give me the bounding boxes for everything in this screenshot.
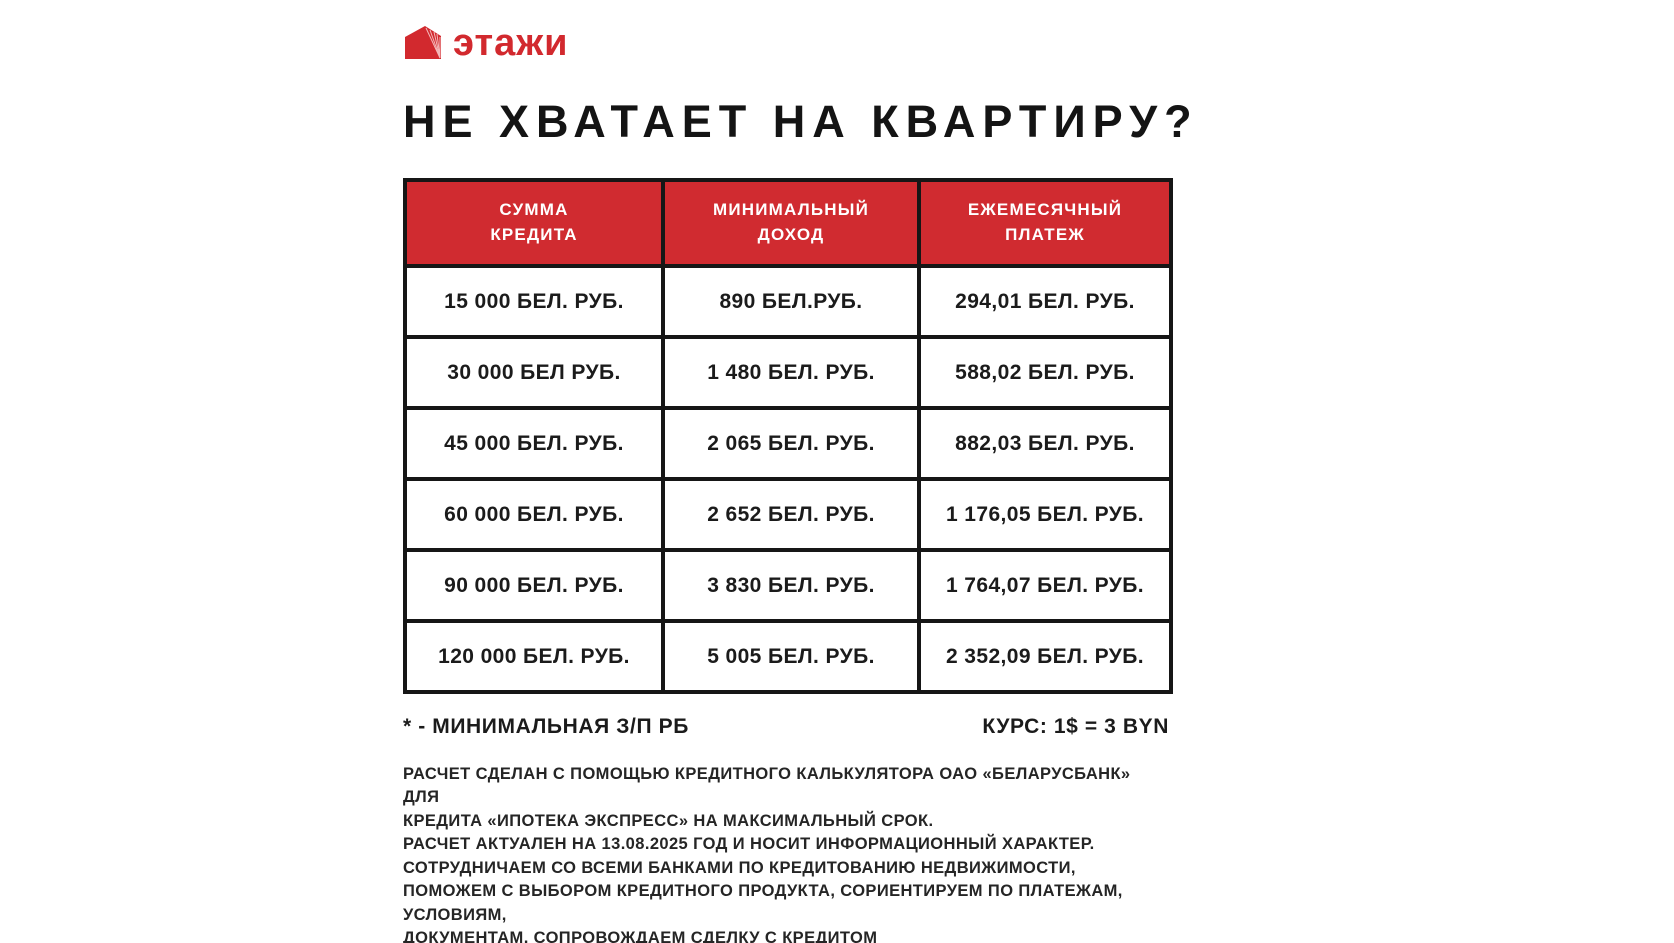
column-header-monthly-payment: ЕЖЕМЕСЯЧНЫЙ ПЛАТЕЖ (917, 178, 1173, 268)
credit-table: СУММА КРЕДИТА МИНИМАЛЬНЫЙ ДОХОД ЕЖЕМЕСЯЧ… (403, 178, 1173, 694)
credit-table-header: СУММА КРЕДИТА МИНИМАЛЬНЫЙ ДОХОД ЕЖЕМЕСЯЧ… (403, 178, 1173, 268)
footnote-min-salary: * - МИНИМАЛЬНАЯ З/П РБ (403, 715, 689, 738)
cell-credit: 120 000 БЕЛ. РУБ. (403, 619, 665, 694)
header-row: СУММА КРЕДИТА МИНИМАЛЬНЫЙ ДОХОД ЕЖЕМЕСЯЧ… (403, 178, 1173, 268)
cell-income: 2 652 БЕЛ. РУБ. (661, 477, 921, 552)
cell-payment: 294,01 БЕЛ. РУБ. (917, 264, 1173, 339)
table-row: 60 000 БЕЛ. РУБ. 2 652 БЕЛ. РУБ. 1 176,0… (403, 477, 1173, 552)
cell-credit: 60 000 БЕЛ. РУБ. (403, 477, 665, 552)
cell-payment: 1 764,07 БЕЛ. РУБ. (917, 548, 1173, 623)
disclaimer-line: РАСЧЕТ СДЕЛАН С ПОМОЩЬЮ КРЕДИТНОГО КАЛЬК… (403, 765, 1131, 807)
logo-text: этажи (453, 22, 569, 64)
table-row: 15 000 БЕЛ. РУБ. 890 БЕЛ.РУБ. 294,01 БЕЛ… (403, 264, 1173, 339)
page-title: НЕ ХВАТАЕТ НА КВАРТИРУ? (403, 96, 1199, 147)
header-line: ДОХОД (757, 225, 825, 244)
header-line: ЕЖЕМЕСЯЧНЫЙ (967, 200, 1123, 220)
header-line: СУММА (499, 200, 569, 220)
cell-income: 2 065 БЕЛ. РУБ. (661, 406, 921, 481)
column-header-credit-sum: СУММА КРЕДИТА (403, 178, 665, 268)
footnotes-row: * - МИНИМАЛЬНАЯ З/П РБ КУРС: 1$ = 3 BYN (403, 715, 1169, 739)
cell-payment: 882,03 БЕЛ. РУБ. (917, 406, 1173, 481)
content-column: этажи НЕ ХВАТАЕТ НА КВАРТИРУ? СУММА КРЕД… (403, 22, 1199, 943)
cell-income: 3 830 БЕЛ. РУБ. (661, 548, 921, 623)
cell-income: 5 005 БЕЛ. РУБ. (661, 619, 921, 694)
disclaimer-line: УСЛОВИЯМ, (403, 905, 507, 924)
cell-payment: 2 352,09 БЕЛ. РУБ. (917, 619, 1173, 694)
cell-income: 890 БЕЛ.РУБ. (661, 264, 921, 339)
table-row: 30 000 БЕЛ РУБ. 1 480 БЕЛ. РУБ. 588,02 Б… (403, 335, 1173, 410)
disclaimer-line: ПОМОЖЕМ С ВЫБОРОМ КРЕДИТНОГО ПРОДУКТА, С… (403, 882, 1123, 901)
header-line: ПЛАТЕЖ (1005, 225, 1085, 244)
disclaimer-line: КРЕДИТА «ИПОТЕКА ЭКСПРЕСС» НА МАКСИМАЛЬН… (403, 811, 934, 830)
credit-table-body: 15 000 БЕЛ. РУБ. 890 БЕЛ.РУБ. 294,01 БЕЛ… (403, 264, 1173, 694)
header-line: МИНИМАЛЬНЫЙ (712, 200, 869, 220)
disclaimer-line: РАСЧЕТ АКТУАЛЕН НА 13.08.2025 ГОД И НОСИ… (403, 835, 1095, 854)
cell-credit: 45 000 БЕЛ. РУБ. (403, 406, 665, 481)
disclaimer: РАСЧЕТ СДЕЛАН С ПОМОЩЬЮ КРЕДИТНОГО КАЛЬК… (403, 763, 1169, 943)
column-header-min-income: МИНИМАЛЬНЫЙ ДОХОД (661, 178, 921, 268)
table-row: 45 000 БЕЛ. РУБ. 2 065 БЕЛ. РУБ. 882,03 … (403, 406, 1173, 481)
cell-credit: 15 000 БЕЛ. РУБ. (403, 264, 665, 339)
exchange-rate-note: КУРС: 1$ = 3 BYN (982, 715, 1169, 738)
header-line: КРЕДИТА (490, 225, 578, 244)
table-row: 120 000 БЕЛ. РУБ. 5 005 БЕЛ. РУБ. 2 352,… (403, 619, 1173, 694)
cell-payment: 588,02 БЕЛ. РУБ. (917, 335, 1173, 410)
disclaimer-line: ДОКУМЕНТАМ, СОПРОВОЖДАЕМ СДЕЛКУ С КРЕДИТ… (403, 928, 878, 943)
cell-credit: 90 000 БЕЛ. РУБ. (403, 548, 665, 623)
cell-credit: 30 000 БЕЛ РУБ. (403, 335, 665, 410)
disclaimer-line: СОТРУДНИЧАЕМ СО ВСЕМИ БАНКАМИ ПО КРЕДИТО… (403, 858, 1076, 877)
cell-income: 1 480 БЕЛ. РУБ. (661, 335, 921, 410)
table-row: 90 000 БЕЛ. РУБ. 3 830 БЕЛ. РУБ. 1 764,0… (403, 548, 1173, 623)
etazhi-logo: этажи (403, 22, 1169, 64)
house-logo-icon (405, 26, 441, 59)
cell-payment: 1 176,05 БЕЛ. РУБ. (917, 477, 1173, 552)
